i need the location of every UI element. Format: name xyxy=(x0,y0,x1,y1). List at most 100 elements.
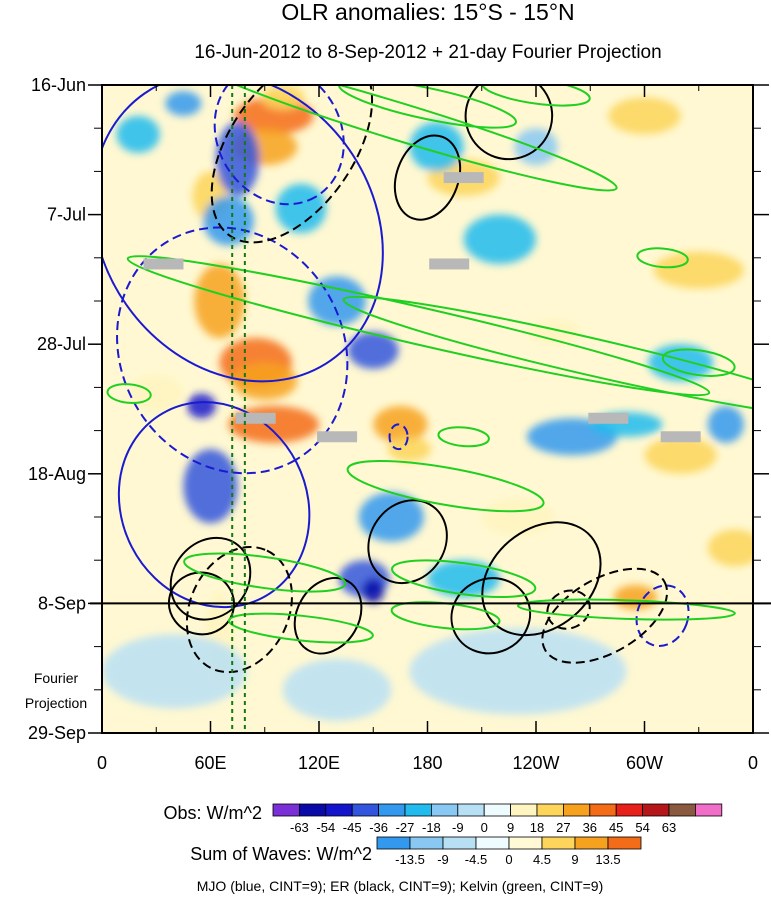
x-tick-label: 120W xyxy=(512,753,559,773)
wave-colorbar-box xyxy=(607,836,642,850)
contour-kelvin xyxy=(346,460,545,513)
contour-kelvin xyxy=(106,383,152,404)
anomaly-blob xyxy=(409,628,627,715)
chart-subtitle: 16-Jun-2012 to 8-Sep-2012 + 21-day Fouri… xyxy=(194,42,661,63)
missing-data-box xyxy=(660,431,701,443)
wave-colorbar-tick: 9 xyxy=(571,852,578,867)
obs-colorbar-box xyxy=(404,803,432,817)
wave-colorbar-label: Sum of Waves: W/m^2 xyxy=(190,844,372,864)
anomaly-blob xyxy=(653,251,744,289)
contour-er xyxy=(450,577,532,655)
anomaly-blob xyxy=(203,196,254,246)
projection-label-line-2: Projection xyxy=(25,695,87,711)
missing-data-box xyxy=(588,412,629,424)
wave-colorbar-box xyxy=(475,836,510,850)
x-tick-label: 180 xyxy=(412,753,442,773)
obs-colorbar-box xyxy=(668,803,696,817)
obs-colorbar-tick: 36 xyxy=(583,820,597,835)
contour-mjo xyxy=(102,85,384,383)
contour-er xyxy=(464,85,554,161)
plot-area xyxy=(90,84,771,734)
wave-colorbar-box xyxy=(574,836,609,850)
anomaly-blob xyxy=(116,115,160,153)
wave-colorbar: -13.5 -9 -4.5 0 4.5 9 13.5 xyxy=(376,836,642,867)
anomaly-blob xyxy=(707,405,744,443)
wave-colorbar-tick: -4.5 xyxy=(465,852,487,867)
contour-er xyxy=(185,545,293,674)
anomaly-blob xyxy=(102,634,247,709)
obs-colorbar-tick: -27 xyxy=(396,820,415,835)
contour-mjo xyxy=(116,226,349,475)
contour-kelvin xyxy=(342,295,753,418)
anomaly-blob xyxy=(275,183,327,234)
contour-er xyxy=(393,134,462,221)
chart-footer: MJO (blue, CINT=9); ER (black, CINT=9); … xyxy=(197,878,604,894)
obs-colorbar-tick: -45 xyxy=(343,820,362,835)
x-tick-label: 60E xyxy=(194,753,226,773)
x-tick-label: 0 xyxy=(97,753,107,773)
y-tick-label: 28-Jul xyxy=(37,334,86,354)
contour-kelvin xyxy=(437,426,490,448)
contour-er xyxy=(367,499,448,585)
anomaly-blob xyxy=(387,436,432,462)
obs-colorbar-box xyxy=(325,803,353,817)
anomaly-blob xyxy=(261,85,305,110)
chart-title: OLR anomalies: 15°S - 15°N xyxy=(281,0,574,25)
wave-colorbar-box xyxy=(442,836,477,850)
obs-colorbar-box xyxy=(483,803,512,817)
wave-colorbar-tick: 0 xyxy=(505,852,512,867)
x-tick-label: 60W xyxy=(626,753,663,773)
anomaly-blob xyxy=(183,449,238,524)
obs-colorbar-box xyxy=(510,803,538,817)
wave-colorbar-tick: 4.5 xyxy=(533,852,551,867)
contour-mjo xyxy=(388,423,409,451)
missing-data-box xyxy=(235,412,276,424)
wave-contours xyxy=(102,85,753,674)
obs-colorbar-tick: 9 xyxy=(507,820,514,835)
anomaly-blob xyxy=(186,393,216,419)
contour-er xyxy=(167,571,235,636)
obs-colorbar-tick: -36 xyxy=(369,820,388,835)
obs-colorbar-tick: 18 xyxy=(530,820,544,835)
missing-data-box xyxy=(317,431,358,443)
wave-colorbar-box xyxy=(376,836,411,850)
obs-colorbar-tick: -9 xyxy=(452,820,464,835)
anomaly-blob xyxy=(228,405,319,443)
y-tick-label: 7-Jul xyxy=(47,205,86,225)
obs-colorbar-box xyxy=(695,803,723,817)
obs-colorbar-box xyxy=(298,803,327,817)
anomaly-blob xyxy=(347,331,399,369)
obs-colorbar-tick: -18 xyxy=(422,820,441,835)
anomaly-blob xyxy=(194,263,245,339)
obs-colorbar-tick: 45 xyxy=(609,820,623,835)
wave-colorbar-box xyxy=(541,836,576,850)
contour-mjo xyxy=(117,401,311,609)
obs-colorbar-box xyxy=(642,803,670,817)
obs-colorbar-box xyxy=(457,803,485,817)
obs-colorbar-box xyxy=(378,803,406,817)
x-tick-label: 120E xyxy=(298,753,340,773)
obs-colorbar-box xyxy=(351,803,380,817)
anomaly-blob xyxy=(215,122,260,197)
contour-er xyxy=(210,85,374,244)
wave-colorbar-box xyxy=(409,836,444,850)
contour-kelvin xyxy=(481,85,591,107)
obs-colorbar: -63 -54 -45 -36 -27 -18 -9 0 9 18 27 36 45 54 63 xyxy=(272,803,723,835)
contour-mjo xyxy=(635,584,690,648)
obs-colorbar-tick: 54 xyxy=(635,820,649,835)
y-tick-label: 16-Jun xyxy=(31,75,86,95)
contour-kelvin xyxy=(338,85,517,129)
anomaly-blob xyxy=(358,492,424,542)
anomaly-blob xyxy=(129,375,184,413)
anomaly-blob xyxy=(707,529,753,567)
anomaly-blob xyxy=(409,122,464,172)
anomaly-blob xyxy=(514,128,558,166)
contour-mjo xyxy=(213,85,345,206)
obs-colorbar-box xyxy=(615,803,644,817)
anomaly-blob xyxy=(644,436,717,474)
obs-colorbar-tick: 63 xyxy=(662,820,676,835)
x-axis: 0 60E 120E 180 120W 60W 0 xyxy=(97,85,758,773)
missing-data-box xyxy=(443,172,484,184)
wave-colorbar-tick: 13.5 xyxy=(595,852,620,867)
